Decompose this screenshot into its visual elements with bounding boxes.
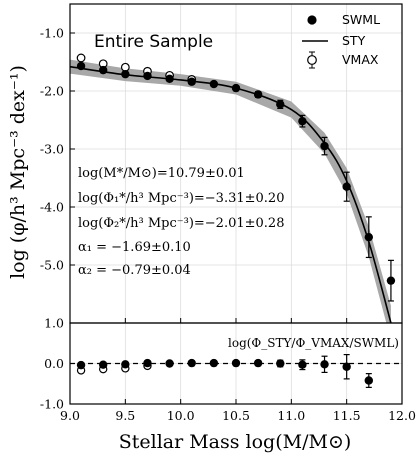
swml-point xyxy=(231,83,241,93)
residual-panel-label: log(Φ_STY/Φ_VMAX/SWML) xyxy=(228,336,399,350)
swml-point xyxy=(99,65,108,75)
swml-point xyxy=(342,182,351,191)
axis-ticks xyxy=(69,32,403,405)
y-tick-label: -4.0 xyxy=(40,200,64,215)
swml-point xyxy=(298,116,307,126)
residual-y-tick-label: -1.0 xyxy=(40,397,64,412)
residual-swml-point xyxy=(253,358,263,368)
residual-swml-point xyxy=(320,360,329,369)
x-axis-label: Stellar Mass log(M/M⊙) xyxy=(119,431,352,453)
swml-point xyxy=(209,79,219,89)
param-phi1: log(Φ₁*/h³ Mpc⁻³)=−3.31±0.20 xyxy=(78,191,284,206)
legend-swml-marker xyxy=(307,15,317,25)
legend-swml-label: SWML xyxy=(342,12,380,27)
y-tick-label: -3.0 xyxy=(40,142,64,157)
residual-swml-point xyxy=(187,358,196,368)
residual-y-tick-label: 0.0 xyxy=(44,356,64,371)
swml-point xyxy=(121,69,130,79)
fit-parameters: log(M*/M⊙)=10.79±0.01 log(Φ₁*/h³ Mpc⁻³)=… xyxy=(78,166,284,278)
vmax-point xyxy=(76,53,86,63)
y-tick-label: -2.0 xyxy=(40,84,64,99)
param-phi2: log(Φ₂*/h³ Mpc⁻³)=−2.01±0.28 xyxy=(78,216,284,231)
residual-swml-point xyxy=(276,359,285,368)
swml-point xyxy=(76,61,86,71)
legend-vmax-label: VMAX xyxy=(342,52,379,67)
residual-swml-point xyxy=(298,360,307,369)
y-tick-label: -5.0 xyxy=(40,258,64,273)
legend-vmax-marker xyxy=(307,55,317,65)
swml-point xyxy=(187,77,196,86)
residual-y-tick-label: 1.0 xyxy=(44,316,64,331)
y-axis-label: log (φ/h³ Mpc⁻³ dex⁻¹) xyxy=(7,65,29,279)
x-tick-label: 10.0 xyxy=(167,408,195,423)
residual-swml-point xyxy=(121,360,130,369)
panel-title: Entire Sample xyxy=(94,32,213,52)
swml-point xyxy=(386,276,396,285)
swml-point xyxy=(320,141,329,151)
residual-swml-point xyxy=(231,358,241,368)
data-markers xyxy=(76,53,396,388)
legend: SWML STY VMAX xyxy=(302,12,380,69)
x-tick-label: 10.5 xyxy=(222,408,250,423)
param-alpha2: α₂ = −0.79±0.04 xyxy=(78,263,191,278)
residual-swml-point xyxy=(364,376,373,385)
swml-point xyxy=(143,71,152,81)
residual-swml-point xyxy=(99,360,108,369)
residual-swml-point xyxy=(342,362,351,371)
x-tick-label: 9.0 xyxy=(60,408,80,423)
x-tick-label: 11.0 xyxy=(277,408,305,423)
swml-point xyxy=(165,74,174,84)
param-mstar: log(M*/M⊙)=10.79±0.01 xyxy=(78,166,245,181)
tick-labels: 9.0 9.5 10.0 10.5 11.0 11.5 12.0 -1.0 -2.0 -3.0 -4… xyxy=(40,26,416,424)
swml-point xyxy=(276,100,285,109)
residual-swml-point xyxy=(165,359,174,368)
residual-swml-point xyxy=(209,358,219,368)
swml-point xyxy=(253,90,263,99)
residual-swml-point xyxy=(76,360,86,370)
vmax-point xyxy=(120,62,130,72)
legend-sty-label: STY xyxy=(342,33,366,48)
residual-swml-point xyxy=(143,358,152,368)
swml-point xyxy=(364,232,373,242)
x-tick-label: 12.0 xyxy=(388,408,416,423)
x-tick-label: 11.5 xyxy=(333,408,361,423)
param-alpha1: α₁ = −1.69±0.10 xyxy=(78,240,191,255)
y-tick-label: -1.0 xyxy=(40,26,64,41)
x-tick-label: 9.5 xyxy=(115,408,135,423)
